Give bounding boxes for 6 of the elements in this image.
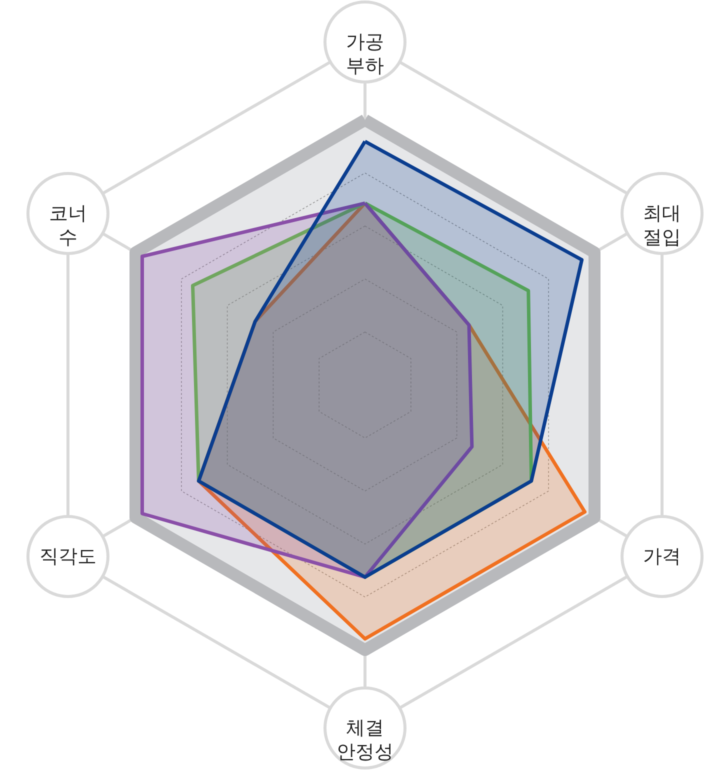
spoke-label: 최대 절입 bbox=[643, 202, 682, 248]
spoke-label: 직각도 bbox=[39, 546, 96, 568]
spoke-label: 가공 부하 bbox=[346, 31, 384, 77]
spoke-label: 가격 bbox=[643, 546, 682, 568]
spoke-label: 체결 안정성 bbox=[336, 717, 394, 763]
spoke-label: 코너 수 bbox=[48, 202, 87, 248]
